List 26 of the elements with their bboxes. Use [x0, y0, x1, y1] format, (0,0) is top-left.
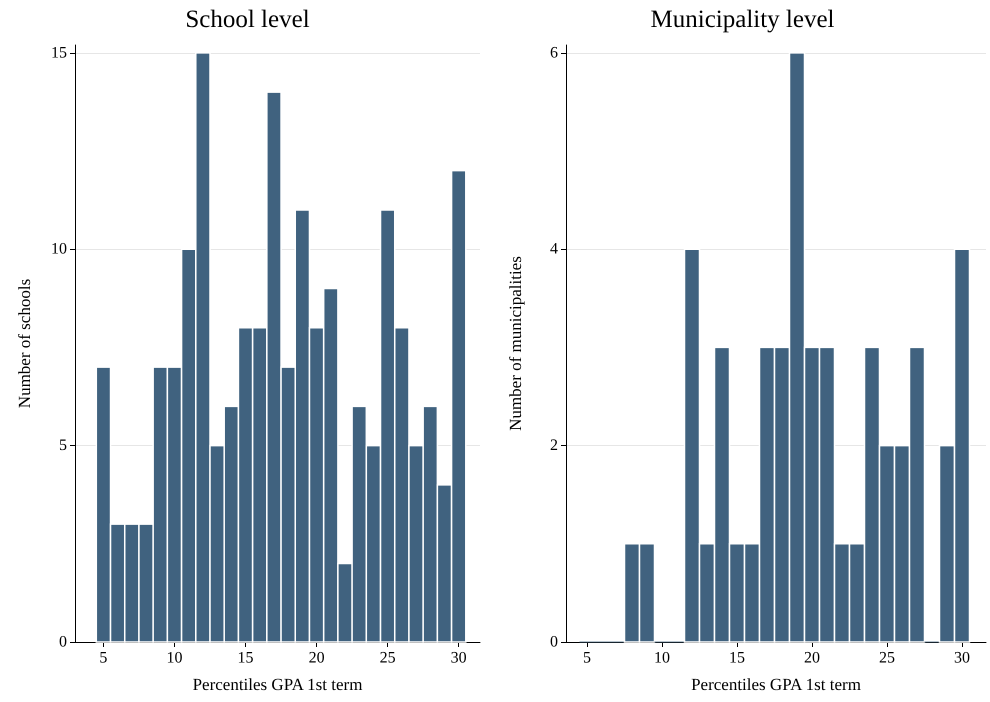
x-tick-label: 30 — [954, 650, 970, 666]
chart-title: Municipality level — [650, 6, 835, 33]
x-tick-label: 10 — [166, 650, 182, 666]
y-tick-label: 0 — [59, 634, 67, 650]
y-tick-label: 2 — [550, 437, 558, 454]
x-axis-title: Percentiles GPA 1st term — [691, 675, 861, 694]
x-axis-title: Percentiles GPA 1st term — [192, 675, 362, 694]
y-tick-label: 0 — [550, 634, 558, 650]
x-tick-label: 15 — [729, 650, 745, 666]
y-axis-title: Number of municipalities — [506, 256, 525, 431]
x-tick-label: 5 — [583, 650, 591, 666]
x-tick-label: 20 — [804, 650, 820, 666]
y-axis-title: Number of schools — [15, 278, 34, 408]
y-tick-label: 10 — [51, 240, 67, 258]
y-tick-label: 15 — [51, 44, 67, 62]
y-tick-label: 6 — [550, 44, 558, 62]
x-tick-label: 30 — [450, 650, 467, 666]
x-tick-label: 20 — [308, 650, 325, 666]
x-tick-label: 25 — [380, 650, 396, 666]
x-tick-label: 15 — [238, 650, 254, 666]
chart-title: School level — [185, 6, 310, 33]
x-tick-label: 10 — [654, 650, 670, 666]
x-tick-label: 5 — [99, 650, 108, 666]
x-tick-label: 25 — [879, 650, 895, 666]
y-tick-label: 5 — [59, 437, 67, 454]
y-tick-label: 4 — [550, 240, 558, 258]
